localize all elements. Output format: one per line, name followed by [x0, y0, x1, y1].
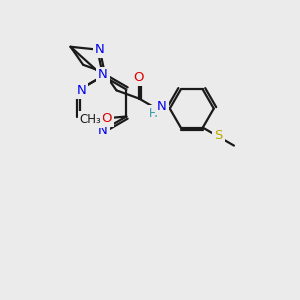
Text: H: H	[148, 107, 157, 120]
Text: O: O	[134, 71, 144, 84]
Text: S: S	[214, 129, 223, 142]
Text: N: N	[157, 100, 167, 113]
Text: N: N	[98, 68, 108, 82]
Text: N: N	[98, 124, 108, 137]
Text: CH₃: CH₃	[80, 113, 101, 126]
Text: O: O	[101, 112, 112, 125]
Text: N: N	[94, 43, 104, 56]
Text: N: N	[77, 84, 86, 97]
